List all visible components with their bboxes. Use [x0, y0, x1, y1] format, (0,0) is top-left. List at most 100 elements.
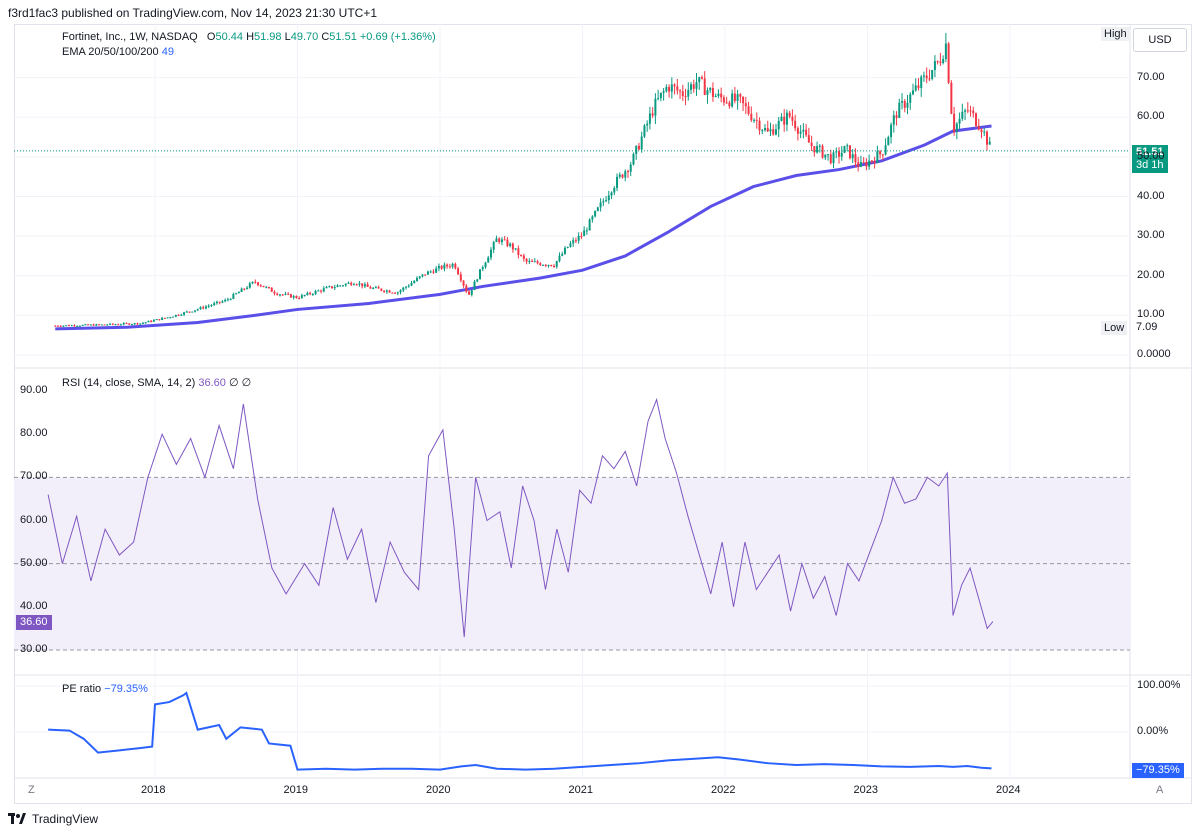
candle-body [690, 84, 693, 90]
candle-body [399, 290, 402, 293]
candle-body [62, 325, 65, 327]
candle-body [547, 264, 550, 266]
candle-body [616, 176, 619, 188]
candle-body [911, 90, 914, 95]
candle-body [517, 248, 520, 256]
candle-body [111, 323, 114, 325]
candle-body [169, 317, 172, 319]
candle-body [753, 119, 756, 121]
candle-body [818, 145, 821, 147]
candle-body [191, 311, 194, 313]
candle-body [506, 239, 509, 247]
rsi-tick-label: 50.00 [20, 556, 48, 569]
candle-body [813, 146, 816, 153]
x-tick-label: 2023 [853, 784, 878, 796]
candle-body [194, 310, 197, 312]
candle-body [629, 164, 632, 172]
candle-body [163, 317, 166, 319]
candle-body [84, 324, 87, 326]
candle-body [558, 255, 561, 262]
ema-label: EMA 20/50/100/200 [62, 46, 159, 58]
candle-body [635, 145, 638, 154]
candle-body [577, 235, 580, 241]
candle-body [78, 325, 81, 327]
candle-body [492, 242, 495, 250]
candle-body [903, 101, 906, 108]
candle-body [906, 102, 909, 108]
candle-body [503, 239, 506, 241]
candle-body [229, 298, 232, 300]
candle-body [698, 77, 701, 83]
candle-body [892, 115, 895, 125]
candle-body [977, 125, 980, 130]
candle-body [983, 131, 986, 133]
candle-body [933, 61, 936, 70]
candle-body [344, 283, 347, 286]
candle-body [522, 255, 525, 259]
candle-body [681, 91, 684, 97]
candle-body [840, 152, 843, 157]
candle-body [632, 153, 635, 165]
candle-body [969, 110, 972, 112]
candle-body [435, 268, 438, 273]
auto-scale-button[interactable]: A [1156, 784, 1164, 796]
candle-body [421, 274, 424, 277]
candle-body [139, 323, 142, 325]
candle-body [901, 101, 904, 103]
candle-body [964, 110, 967, 112]
rsi-value-tag: 36.60 [16, 615, 52, 630]
candle-body [476, 279, 479, 282]
candle-body [796, 128, 799, 134]
candle-body [459, 274, 462, 281]
candle-body [722, 97, 725, 103]
candle-body [931, 69, 934, 79]
candle-body [613, 187, 616, 193]
candle-body [257, 282, 260, 286]
candle-body [566, 246, 569, 248]
candle-body [988, 141, 991, 145]
candle-body [876, 151, 879, 163]
candle-body [418, 276, 421, 279]
candle-body [155, 319, 158, 321]
rsi-value: 36.60 [198, 377, 226, 389]
candle-body [884, 145, 887, 155]
rsi-tick-label: 70.00 [20, 470, 48, 483]
candle-body [824, 154, 827, 158]
rsi-polyline [47, 397, 994, 638]
rsi-label: RSI (14, close, SMA, 14, 2) [62, 377, 196, 389]
candle-body [437, 265, 440, 269]
candle-body [509, 243, 512, 247]
candle-body [536, 261, 539, 264]
currency-button[interactable]: USD [1133, 28, 1187, 52]
candle-body [950, 82, 953, 114]
rsi-extra: ∅ ∅ [228, 377, 252, 389]
x-tick-label: 2018 [141, 784, 166, 796]
candle-body [605, 200, 608, 202]
candle-body [196, 309, 199, 311]
tradingview-logo[interactable]: TradingView [8, 812, 98, 826]
candle-body [972, 110, 975, 114]
candle-body [122, 323, 125, 325]
candle-body [553, 266, 555, 268]
zoom-button[interactable]: Z [28, 784, 35, 796]
symbol-line[interactable]: Fortinet, Inc., 1W, NASDAQ [62, 31, 198, 43]
pe-legend[interactable]: PE ratio −79.35% [62, 683, 148, 695]
candle-body [298, 298, 301, 300]
rsi-legend[interactable]: RSI (14, close, SMA, 14, 2) 36.60 ∅ ∅ [62, 376, 251, 389]
last-price-tag: 51.51 [1132, 145, 1168, 160]
candle-body [246, 287, 249, 289]
candle-body [583, 230, 586, 237]
ema-legend[interactable]: EMA 20/50/100/200 49 [62, 46, 174, 58]
candle-body [665, 87, 668, 92]
candle-body [618, 174, 621, 177]
candle-body [479, 269, 482, 280]
candle-body [130, 324, 133, 326]
candle-body [662, 91, 665, 93]
candle-body [865, 162, 868, 167]
candle-body [454, 263, 457, 269]
candle-body [468, 291, 471, 295]
candle-body [829, 154, 832, 164]
candle-body [533, 261, 536, 263]
candle-body [133, 323, 136, 325]
